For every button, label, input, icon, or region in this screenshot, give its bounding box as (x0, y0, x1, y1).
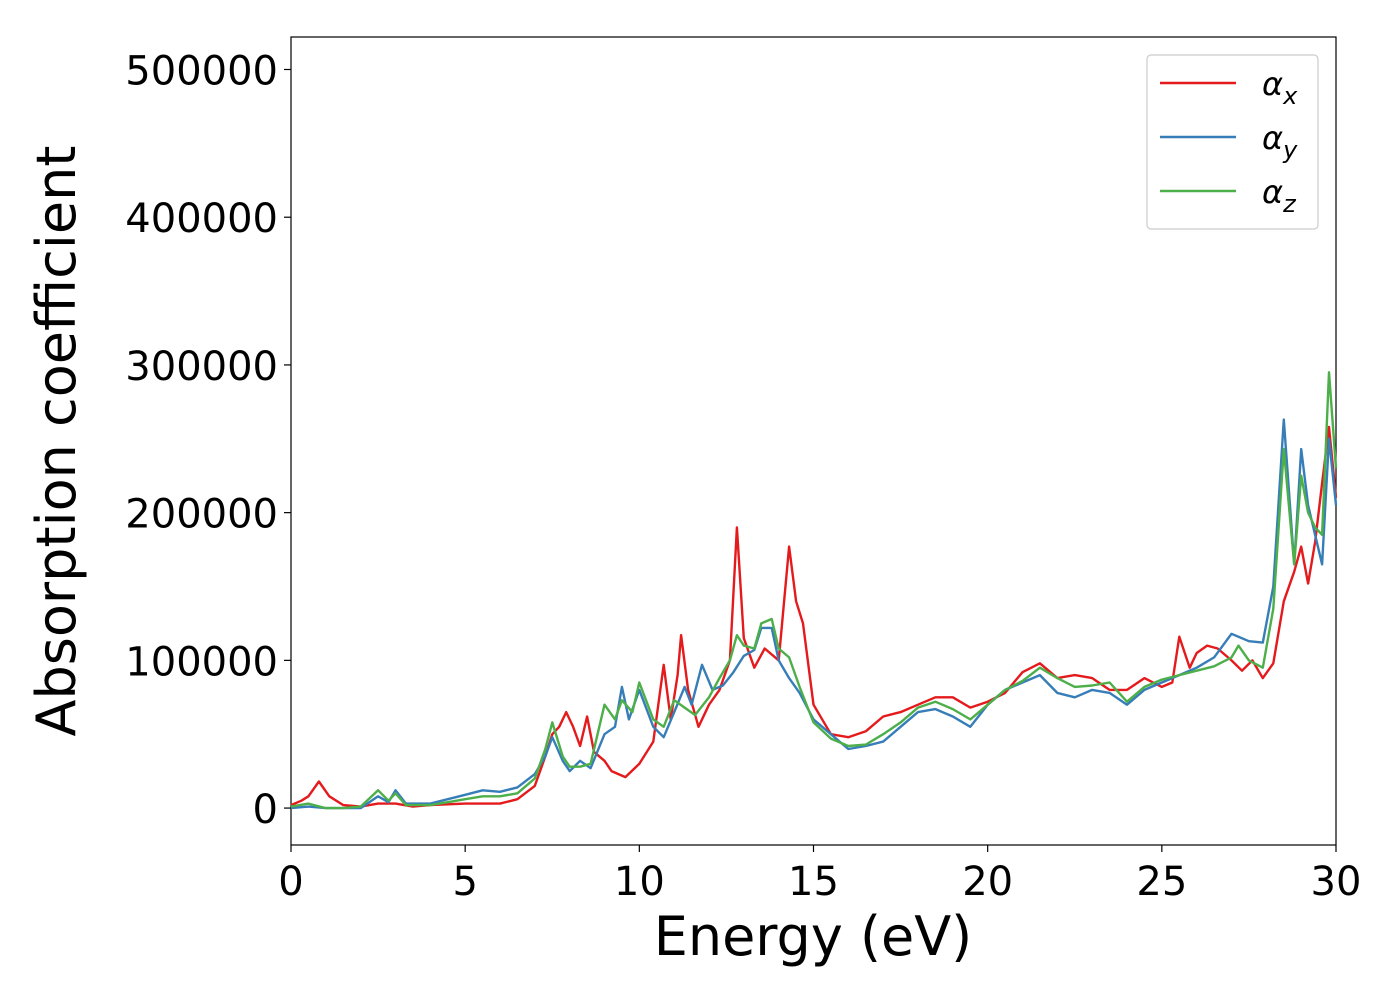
series-lines (290, 371, 1338, 810)
series-line-x (290, 425, 1338, 808)
x-tick-label: 20 (962, 859, 1013, 905)
legend-frame (1146, 54, 1319, 230)
y-tick-label: 100000 (125, 639, 278, 685)
y-tick-label: 400000 (125, 196, 278, 242)
x-axis-title: Energy (eV) (654, 905, 973, 968)
x-axis-ticks: 0 5 10 15 20 25 30 (278, 845, 1361, 905)
x-tick-label: 15 (788, 859, 839, 905)
series-line-z (290, 371, 1338, 810)
series-line-y (290, 418, 1338, 810)
y-tick-label: 300000 (125, 344, 278, 390)
x-tick-label: 5 (452, 859, 477, 905)
x-tick-label: 0 (278, 859, 303, 905)
y-tick-label: 0 (253, 787, 278, 833)
y-axis-ticks: 0 100000 200000 300000 400000 500000 (125, 48, 291, 833)
y-tick-label: 500000 (125, 48, 278, 94)
y-axis-title: Absorption coefficient (25, 146, 88, 737)
x-tick-label: 25 (1136, 859, 1187, 905)
x-tick-label: 10 (614, 859, 665, 905)
x-tick-label: 30 (1311, 859, 1362, 905)
y-tick-label: 200000 (125, 492, 278, 538)
